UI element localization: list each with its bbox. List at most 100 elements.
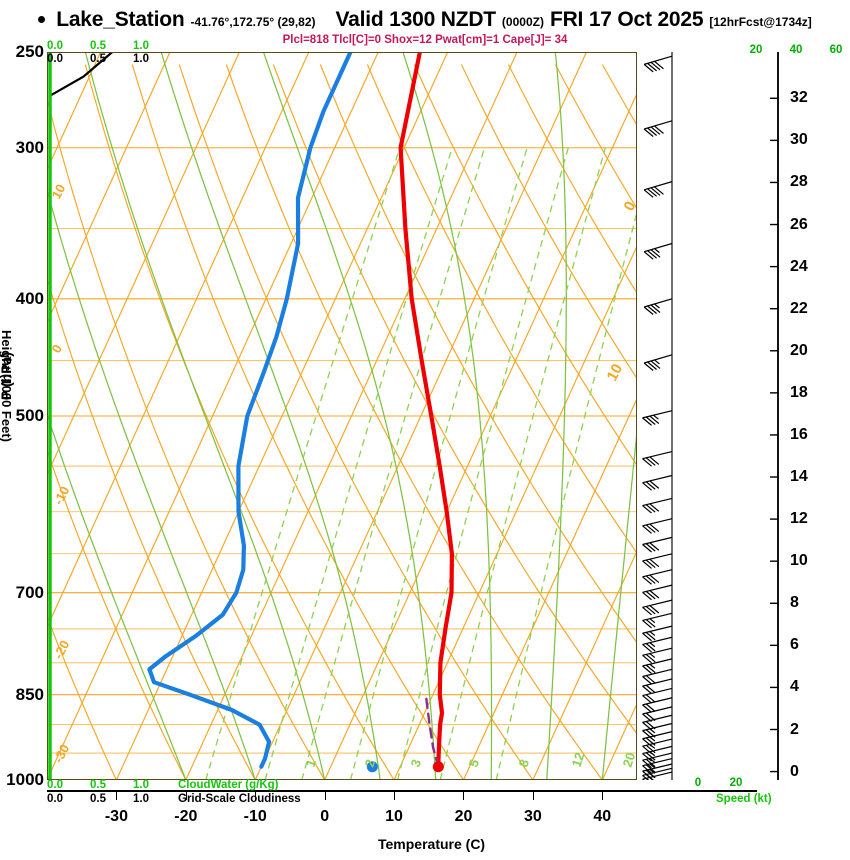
temp-tick-30: 30 — [523, 808, 542, 825]
temp-tick-mark — [463, 790, 465, 800]
wind-barb — [642, 497, 673, 514]
wind-barb — [642, 553, 673, 569]
svg-text:10: 10 — [604, 361, 627, 384]
pressure-tick-700: 700 — [15, 582, 44, 602]
station-dot-icon — [38, 16, 46, 23]
pressure-axis: 250 300 400 500 700 850 1000 — [0, 42, 44, 789]
temp-tick-40: 40 — [593, 808, 612, 825]
mini-tick: 1.0 — [133, 53, 149, 65]
svg-text:0: 0 — [621, 199, 637, 214]
height-axis-panel — [727, 51, 850, 780]
mini-tick: 0.0 — [47, 40, 63, 52]
cloudwater-axis-label: CloudWater (g/Kg) — [178, 779, 279, 791]
page-header: Lake_Station -41.76°,172.75° (29,82) Val… — [0, 8, 850, 34]
wind-barb — [643, 354, 673, 371]
wind-barb — [642, 536, 673, 553]
temp-tick-mark — [324, 790, 326, 800]
wind-barb — [643, 298, 673, 315]
wind-barb — [642, 410, 673, 426]
height-tick-20: 20 — [790, 341, 808, 359]
wind-barb — [642, 697, 673, 713]
height-tick-6: 6 — [790, 636, 799, 654]
station-name: Lake_Station — [56, 8, 185, 31]
mini-tick: 1.0 — [133, 40, 149, 52]
svg-text:1: 1 — [303, 757, 320, 769]
speed-tick-top-60: 60 — [829, 44, 843, 56]
wind-barb — [642, 450, 673, 467]
valid-time: Valid 1300 NZDT — [335, 8, 497, 31]
mini-tick: 1.0 — [133, 779, 149, 791]
speed-tick-bottom-0: 0 — [694, 777, 702, 789]
svg-text:-20: -20 — [50, 638, 72, 662]
temp-tick-mark — [394, 790, 396, 800]
height-tick-16: 16 — [790, 425, 808, 443]
mini-tick: 0.0 — [47, 793, 63, 805]
height-tick-28: 28 — [790, 173, 808, 191]
height-tick-18: 18 — [790, 383, 808, 401]
cloudiness-axis-label: Grid-Scale Cloudiness — [178, 793, 301, 805]
height-tick-2: 2 — [790, 720, 799, 738]
wind-barb — [643, 55, 673, 73]
skewt-plot-area: 10 0 -10 -20 -30 0 10 1 2 3 5 8 12 20 — [47, 52, 637, 780]
wind-barb — [642, 678, 673, 695]
mini-tick: 1.0 — [133, 793, 149, 805]
svg-text:3: 3 — [408, 757, 425, 769]
wind-barb — [642, 731, 673, 747]
forecast-stamp: [12hrFcst@1734z] — [709, 15, 812, 29]
svg-text:2: 2 — [362, 757, 379, 769]
temp-tick-10: 10 — [385, 808, 403, 825]
height-tick-14: 14 — [790, 468, 808, 486]
temp-tick-0: 0 — [320, 808, 330, 825]
valid-date: FRI 17 Oct 2025 — [549, 8, 704, 31]
temp-tick--10: -10 — [243, 808, 267, 825]
wind-barb — [642, 647, 673, 664]
height-tick-4: 4 — [790, 678, 799, 696]
mini-tick: 0.5 — [90, 53, 106, 65]
wind-barb — [642, 752, 673, 769]
height-axis-title: Height (1000 Feet) — [0, 330, 14, 442]
station-coords: -41.76°,172.75° (29,82) — [190, 15, 316, 29]
wind-barb — [643, 181, 673, 198]
wind-barb — [642, 584, 673, 601]
height-tick-12: 12 — [790, 510, 808, 528]
pressure-tick-850: 850 — [15, 684, 44, 704]
wind-barb — [642, 636, 673, 653]
height-tick-30: 30 — [790, 131, 808, 149]
speed-tick-top-20: 20 — [749, 44, 763, 56]
wind-barb — [642, 658, 673, 674]
wind-barb — [642, 625, 673, 642]
wind-barb — [642, 518, 673, 534]
temp-tick-mark — [602, 790, 604, 800]
wind-barb-panel — [640, 52, 760, 788]
wind-barb — [642, 612, 673, 629]
temperature-axis-title: Temperature (C) — [378, 836, 486, 852]
wind-barb — [642, 771, 673, 788]
pressure-tick-250: 250 — [15, 42, 44, 61]
pressure-tick-400: 400 — [15, 288, 44, 308]
temp-tick-mark — [255, 790, 257, 800]
height-axis-canvas — [727, 51, 779, 780]
wind-barb-canvas — [642, 52, 673, 788]
valid-utc: (0000Z) — [501, 15, 544, 29]
svg-text:10: 10 — [48, 182, 68, 202]
svg-text:5: 5 — [466, 757, 483, 769]
temp-tick-20: 20 — [454, 808, 473, 825]
mini-tick: 0.0 — [47, 53, 63, 65]
speed-tick-top-40: 40 — [789, 44, 803, 56]
mini-tick: 0.5 — [90, 779, 106, 791]
pressure-tick-1000: 1000 — [6, 770, 44, 789]
wind-barb — [642, 687, 673, 704]
wind-barb — [642, 474, 673, 491]
height-tick-32: 32 — [790, 89, 808, 107]
height-tick-10: 10 — [790, 552, 808, 570]
temp-tick--20: -20 — [174, 808, 198, 825]
wind-barb — [642, 599, 673, 616]
wind-barb — [642, 745, 673, 762]
mini-tick: 0.5 — [90, 793, 106, 805]
wind-barb — [643, 120, 673, 137]
wind-barb — [642, 668, 673, 685]
speed-axis-title: Speed (kt) — [716, 793, 772, 805]
wind-barb — [642, 569, 673, 585]
pressure-tick-500: 500 — [15, 406, 44, 425]
